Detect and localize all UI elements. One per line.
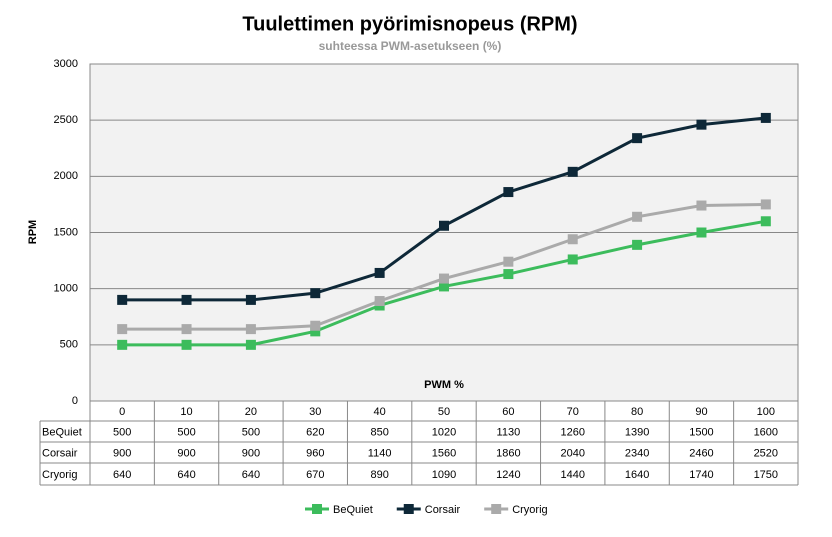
point-marker <box>632 211 643 222</box>
x-tick-label: 90 <box>695 406 707 418</box>
point-marker <box>760 199 771 210</box>
point-marker <box>503 256 514 267</box>
chart-subtitle: suhteessa PWM-asetukseen (%) <box>319 39 502 53</box>
table-cell: 1240 <box>496 469 520 481</box>
chart-title: Tuulettimen pyörimisnopeus (RPM) <box>242 13 577 35</box>
table-cell: 900 <box>242 447 260 459</box>
table-row-label: Corsair <box>42 447 78 459</box>
table-cell: 640 <box>177 469 195 481</box>
point-marker <box>374 296 385 307</box>
table-cell: 1390 <box>625 426 649 438</box>
point-marker <box>117 339 128 350</box>
point-marker <box>439 281 449 292</box>
y-tick-label: 0 <box>72 395 78 407</box>
point-marker <box>181 339 192 350</box>
point-marker <box>310 326 321 337</box>
point-marker <box>632 133 643 144</box>
point-marker <box>696 200 707 211</box>
table-cell: 1750 <box>754 469 778 481</box>
legend-marker <box>312 504 322 514</box>
table-cell: 900 <box>177 447 195 459</box>
table-cell: 500 <box>113 426 131 438</box>
table-cell: 1090 <box>432 469 456 481</box>
x-tick-label: 20 <box>245 406 257 418</box>
table-row-label: BeQuiet <box>42 426 82 438</box>
point-marker <box>245 294 256 305</box>
table-cell: 1140 <box>368 447 392 459</box>
point-marker <box>439 220 449 231</box>
point-marker <box>245 339 256 350</box>
x-tick-label: 60 <box>502 406 514 418</box>
point-marker <box>567 166 578 177</box>
x-tick-label: 80 <box>631 406 643 418</box>
table-cell: 2520 <box>754 447 778 459</box>
table-cell: 640 <box>242 469 260 481</box>
point-marker <box>503 269 514 280</box>
x-tick-label: 100 <box>757 406 775 418</box>
point-marker <box>374 267 385 278</box>
table-cell: 1860 <box>496 447 520 459</box>
point-marker <box>696 227 707 238</box>
x-tick-label: 40 <box>374 406 386 418</box>
x-tick-label: 70 <box>567 406 579 418</box>
table-cell: 670 <box>306 469 324 481</box>
point-marker <box>760 216 771 227</box>
y-tick-label: 2500 <box>54 114 78 126</box>
table-cell: 1500 <box>689 426 713 438</box>
point-marker <box>310 288 321 299</box>
point-marker <box>245 324 256 335</box>
point-marker <box>503 187 514 198</box>
table-cell: 640 <box>113 469 131 481</box>
table-cell: 1130 <box>497 426 521 438</box>
x-tick-label: 30 <box>309 406 321 418</box>
table-cell: 890 <box>370 469 388 481</box>
x-tick-label: 50 <box>438 406 450 418</box>
point-marker <box>632 239 643 250</box>
x-axis-label: PWM % <box>424 379 464 391</box>
table-cell: 500 <box>242 426 260 438</box>
table-cell: 2460 <box>689 447 713 459</box>
point-marker <box>567 254 578 265</box>
table-cell: 1260 <box>560 426 584 438</box>
legend-label: BeQuiet <box>333 504 373 516</box>
point-marker <box>117 294 128 305</box>
point-marker <box>439 273 449 284</box>
table-cell: 1020 <box>432 426 456 438</box>
legend-label: Corsair <box>425 504 461 516</box>
table-cell: 1740 <box>689 469 713 481</box>
table-cell: 2340 <box>625 447 649 459</box>
table-cell: 1600 <box>754 426 778 438</box>
point-marker <box>567 234 578 245</box>
x-tick-label: 0 <box>119 406 125 418</box>
table-cell: 500 <box>177 426 195 438</box>
table-cell: 2040 <box>560 447 584 459</box>
y-tick-label: 500 <box>60 339 78 351</box>
table-cell: 960 <box>306 447 324 459</box>
point-marker <box>310 320 321 331</box>
legend-marker <box>491 504 502 514</box>
point-marker <box>117 324 128 335</box>
table-row-label: Cryorig <box>42 469 77 481</box>
table-cell: 1440 <box>560 469 584 481</box>
point-marker <box>696 119 707 130</box>
y-tick-label: 1000 <box>54 283 78 295</box>
y-axis-label: RPM <box>27 220 39 244</box>
point-marker <box>181 294 192 305</box>
table-cell: 850 <box>370 426 388 438</box>
point-marker <box>760 112 771 123</box>
table-cell: 1640 <box>625 469 649 481</box>
legend-label: Cryorig <box>512 504 547 516</box>
y-tick-label: 2000 <box>54 170 78 182</box>
table-cell: 900 <box>113 447 131 459</box>
y-tick-label: 3000 <box>54 58 78 70</box>
legend-marker <box>403 504 414 514</box>
table-cell: 1560 <box>432 447 456 459</box>
table-cell: 620 <box>306 426 324 438</box>
point-marker <box>181 324 192 335</box>
x-tick-label: 10 <box>180 406 192 418</box>
y-tick-label: 1500 <box>54 226 78 238</box>
